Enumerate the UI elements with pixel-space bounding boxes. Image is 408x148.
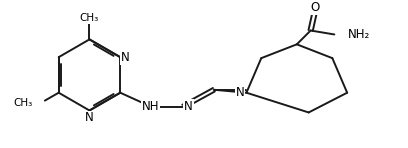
- Text: NH: NH: [142, 100, 160, 113]
- Text: CH₃: CH₃: [14, 98, 33, 108]
- Text: N: N: [121, 51, 130, 64]
- Text: O: O: [310, 1, 319, 14]
- Text: NH₂: NH₂: [348, 28, 370, 41]
- Text: N: N: [236, 86, 244, 99]
- Text: N: N: [184, 100, 193, 113]
- Text: N: N: [85, 111, 94, 124]
- Text: CH₃: CH₃: [80, 13, 99, 23]
